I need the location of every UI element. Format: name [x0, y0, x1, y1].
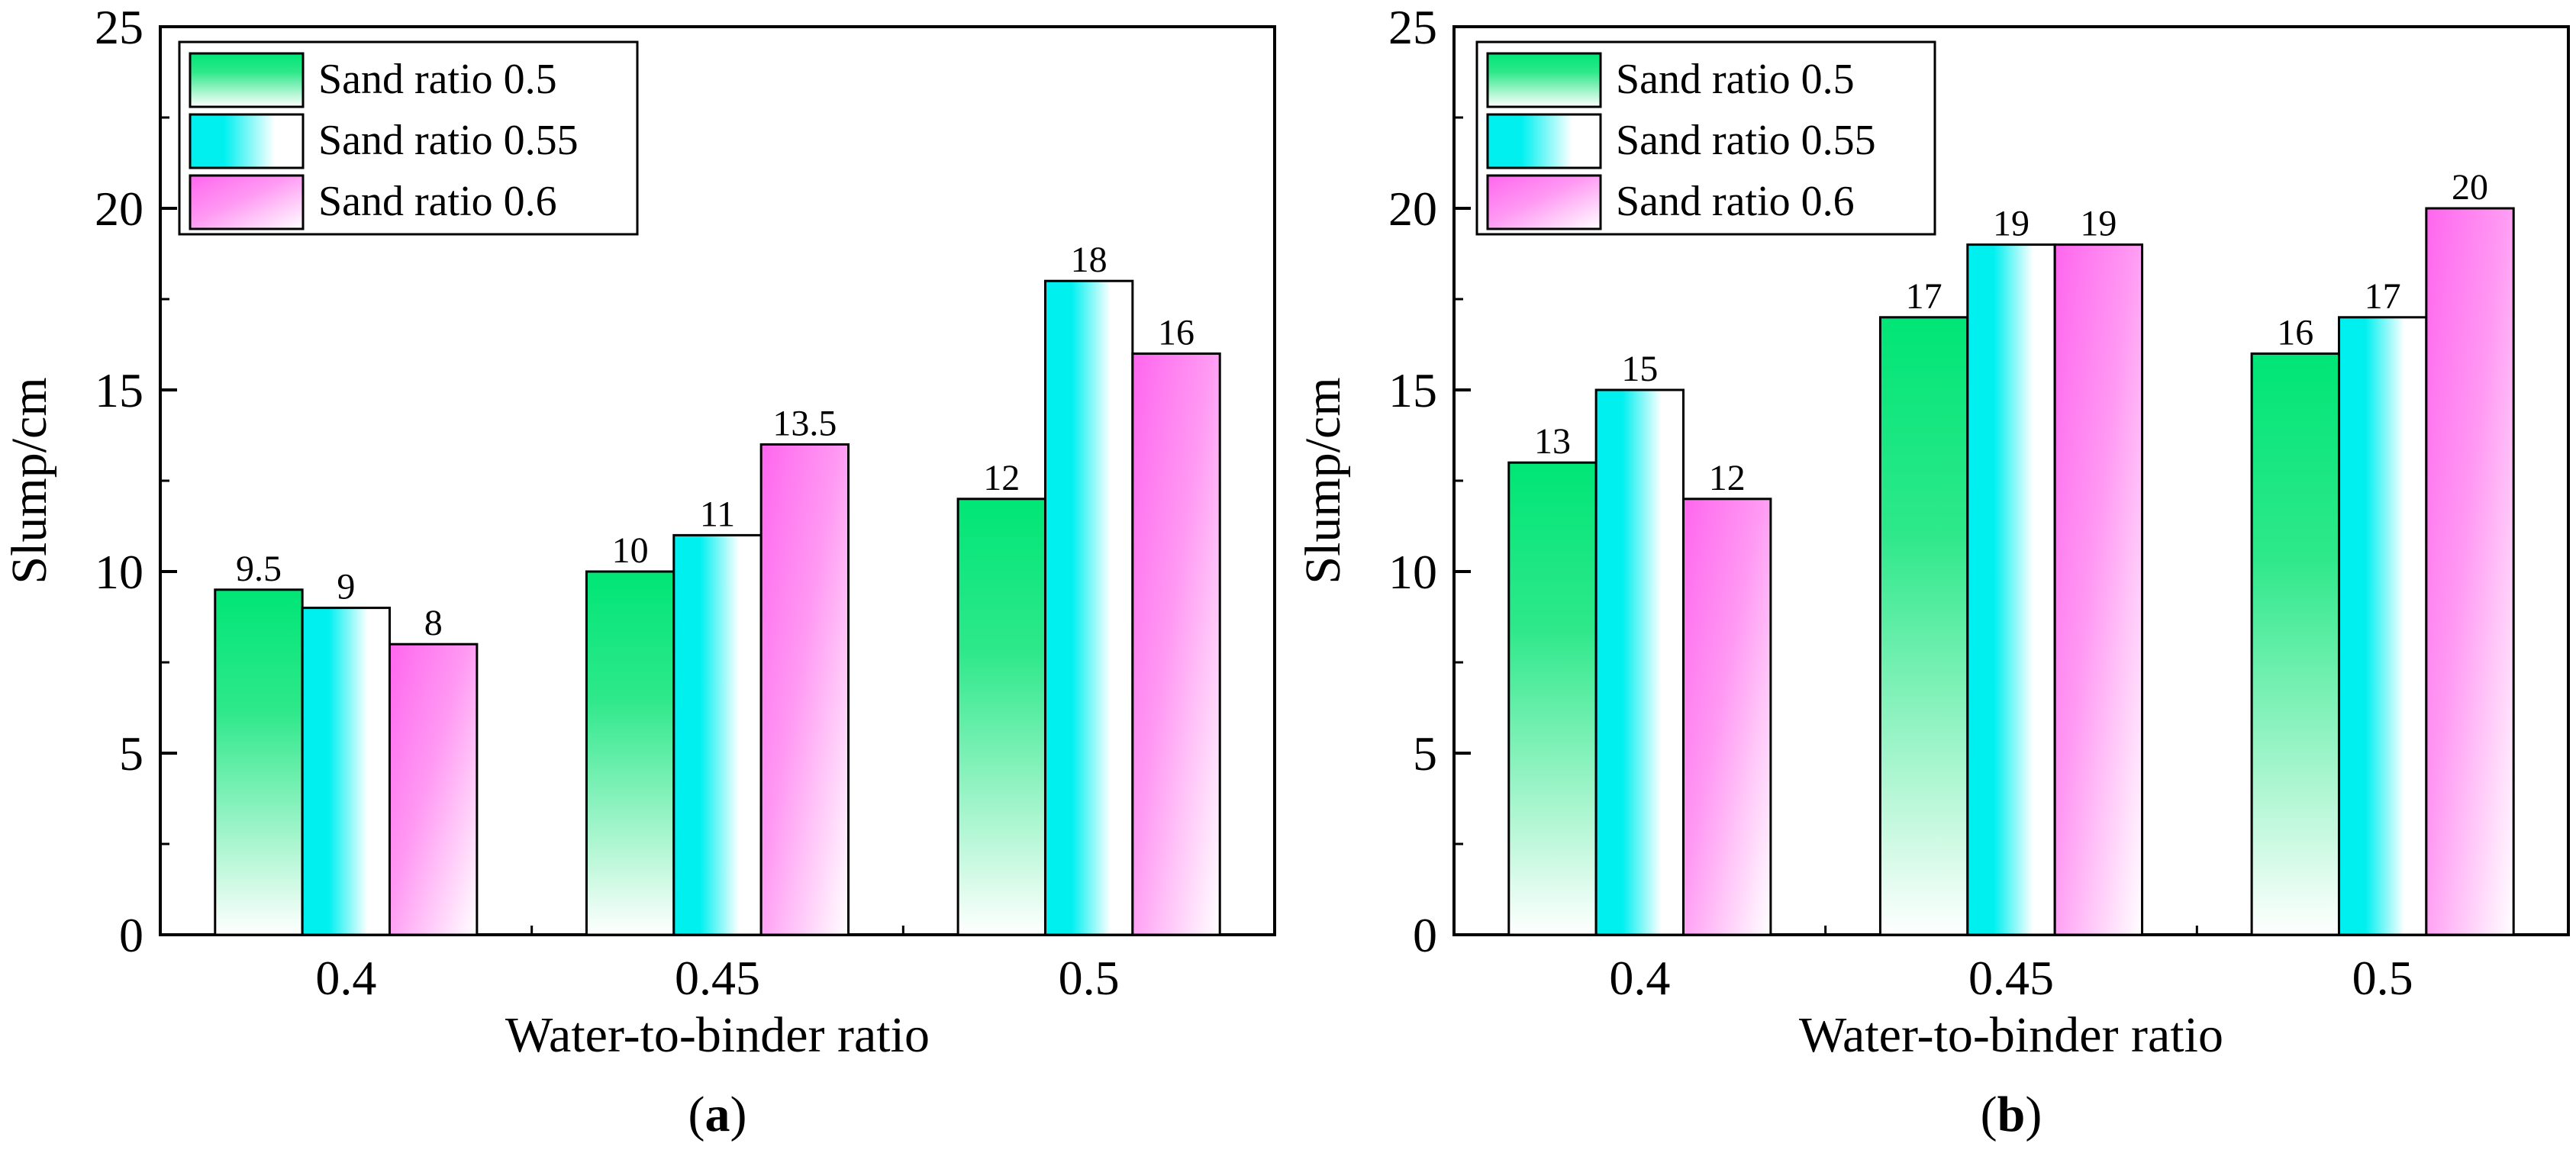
- x-tick-label: 0.4: [315, 951, 376, 1005]
- y-tick-label: 10: [1388, 545, 1437, 599]
- bar-value-label: 13: [1534, 421, 1571, 462]
- x-axis: 0.4 0.45 0.5: [1609, 918, 2413, 1005]
- x-axis-label: Water-to-binder ratio: [505, 1007, 930, 1063]
- bar-value-label: 11: [700, 494, 735, 534]
- bar: [388, 643, 479, 936]
- bar: [2250, 352, 2340, 936]
- y-axis-label: Slump/cm: [2, 377, 57, 584]
- legend: Sand ratio 0.5 Sand ratio 0.55 Sand ratio …: [1475, 40, 1936, 236]
- bar-value-label: 13.5: [772, 403, 837, 443]
- bar-value-label: 15: [1621, 349, 1658, 389]
- bar: [585, 570, 675, 936]
- legend-label: Sand ratio 0.5: [1616, 56, 1855, 103]
- y-tick-label: 0: [1413, 908, 1437, 962]
- bar: [1966, 243, 2056, 936]
- bar-value-label: 19: [1993, 204, 2030, 244]
- bar: [759, 443, 850, 936]
- panel-label: a: [705, 1087, 730, 1142]
- y-tick-label: 20: [95, 182, 143, 236]
- legend-swatch: [1486, 113, 1602, 169]
- legend-label: Sand ratio 0.6: [318, 178, 557, 225]
- y-tick-label: 20: [1388, 182, 1437, 236]
- legend-swatch: [1486, 174, 1602, 230]
- bar-value-label: 18: [1071, 240, 1107, 280]
- x-tick-label: 0.5: [1059, 951, 1120, 1005]
- y-tick-label: 15: [1388, 363, 1437, 417]
- legend-label: Sand ratio 0.55: [1616, 117, 1876, 164]
- bar: [1131, 352, 1221, 936]
- bar-value-label: 20: [2452, 167, 2488, 208]
- bar: [301, 607, 392, 936]
- bar: [1594, 388, 1685, 936]
- y-tick-label: 25: [95, 0, 143, 54]
- bar-value-label: 16: [1158, 312, 1195, 353]
- bar-group: [214, 279, 1221, 936]
- bar-value-label: 10: [612, 530, 649, 571]
- bar: [672, 533, 762, 936]
- x-tick-label: 0.4: [1609, 951, 1670, 1005]
- bar: [1878, 316, 1969, 936]
- y-tick-label: 15: [95, 363, 143, 417]
- bar-value-label: 9: [337, 567, 355, 607]
- legend: Sand ratio 0.5 Sand ratio 0.55 Sand ratio …: [178, 40, 639, 236]
- x-tick-label: 0.45: [1968, 951, 2054, 1005]
- y-tick-label: 25: [1388, 0, 1437, 54]
- panel-caption: (a): [688, 1087, 747, 1142]
- legend-label: Sand ratio 0.6: [1616, 178, 1855, 225]
- legend-swatch: [1486, 52, 1602, 108]
- legend-swatch: [189, 113, 305, 169]
- legend-label: Sand ratio 0.55: [318, 117, 579, 164]
- y-axis: 0 5 10 15 20 25: [95, 0, 177, 962]
- bar: [2425, 207, 2515, 936]
- bar: [1507, 461, 1598, 936]
- panel-a: 0 5 10 15 20 25 0.4 0.45 0.5 9.5 9 8 10 11 13.5 12 18 1…: [2, 0, 1276, 1142]
- y-tick-label: 5: [1413, 726, 1437, 781]
- bar-group: [1507, 207, 2515, 936]
- bar: [2053, 243, 2144, 936]
- legend-swatch: [189, 52, 305, 108]
- y-axis: 0 5 10 15 20 25: [1388, 0, 1471, 962]
- panel-label: b: [1997, 1087, 2026, 1142]
- bar: [2337, 316, 2428, 936]
- bar-value-label: 12: [983, 458, 1020, 498]
- bar-value-label: 8: [424, 603, 443, 643]
- bar: [956, 498, 1046, 936]
- legend-swatch: [189, 174, 305, 230]
- bar-value-label: 17: [1906, 276, 1942, 317]
- data-labels: 9.5 9 8 10 11 13.5 12 18 16: [236, 240, 1195, 643]
- bar-value-label: 17: [2365, 276, 2401, 317]
- y-axis-label: Slump/cm: [1295, 377, 1351, 584]
- panel-caption: (b): [1981, 1087, 2042, 1142]
- x-tick-label: 0.45: [675, 951, 760, 1005]
- y-tick-label: 5: [119, 726, 143, 781]
- legend-label: Sand ratio 0.5: [318, 56, 557, 103]
- bar: [1682, 498, 1772, 936]
- bar-value-label: 16: [2277, 312, 2313, 353]
- y-tick-label: 10: [95, 545, 143, 599]
- bar-value-label: 12: [1709, 458, 1746, 498]
- bar-value-label: 9.5: [236, 549, 282, 589]
- bar-value-label: 19: [2080, 204, 2117, 244]
- x-axis-label: Water-to-binder ratio: [1799, 1007, 2223, 1063]
- data-labels: 13 15 12 17 19 19 16 17 20: [1534, 167, 2488, 498]
- bar: [1043, 279, 1134, 936]
- y-tick-label: 0: [119, 908, 143, 962]
- x-tick-label: 0.5: [2352, 951, 2413, 1005]
- bar: [214, 588, 304, 936]
- panel-b: 0 5 10 15 20 25 0.4 0.45 0.5 13 15 12 17 19 19 16 17 20…: [1295, 0, 2570, 1142]
